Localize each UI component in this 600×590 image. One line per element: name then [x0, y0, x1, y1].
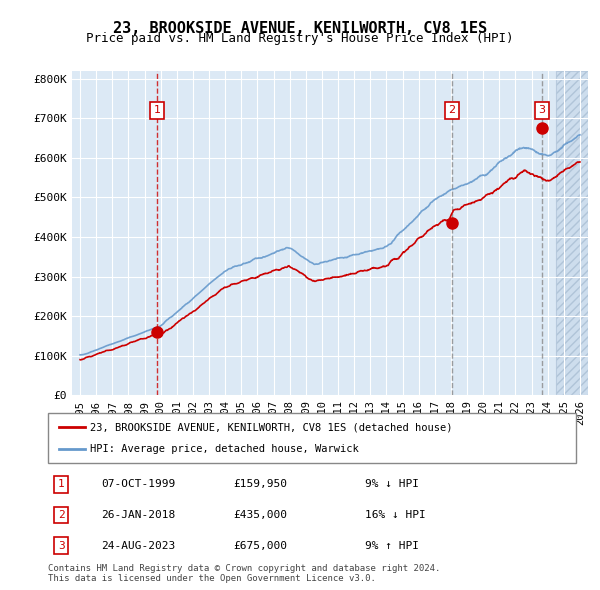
Text: 1: 1	[58, 480, 65, 489]
Text: 23, BROOKSIDE AVENUE, KENILWORTH, CV8 1ES (detached house): 23, BROOKSIDE AVENUE, KENILWORTH, CV8 1E…	[90, 422, 453, 432]
Bar	[556, 71, 596, 395]
Text: 9% ↑ HPI: 9% ↑ HPI	[365, 541, 419, 550]
Text: 2: 2	[58, 510, 65, 520]
Text: 24-AUG-2023: 24-AUG-2023	[101, 541, 175, 550]
Text: 23, BROOKSIDE AVENUE, KENILWORTH, CV8 1ES: 23, BROOKSIDE AVENUE, KENILWORTH, CV8 1E…	[113, 21, 487, 35]
Text: Price paid vs. HM Land Registry's House Price Index (HPI): Price paid vs. HM Land Registry's House …	[86, 32, 514, 45]
Bar	[556, 71, 596, 395]
Text: 26-JAN-2018: 26-JAN-2018	[101, 510, 175, 520]
Text: Contains HM Land Registry data © Crown copyright and database right 2024.
This d: Contains HM Land Registry data © Crown c…	[48, 564, 440, 584]
Text: HPI: Average price, detached house, Warwick: HPI: Average price, detached house, Warw…	[90, 444, 359, 454]
Text: £159,950: £159,950	[233, 480, 287, 489]
Text: 07-OCT-1999: 07-OCT-1999	[101, 480, 175, 489]
Text: 1: 1	[154, 106, 160, 116]
Text: £675,000: £675,000	[233, 541, 287, 550]
FancyBboxPatch shape	[48, 413, 576, 463]
Text: 3: 3	[58, 541, 65, 550]
Text: 16% ↓ HPI: 16% ↓ HPI	[365, 510, 425, 520]
Text: 3: 3	[539, 106, 545, 116]
Text: 2: 2	[449, 106, 455, 116]
Text: £435,000: £435,000	[233, 510, 287, 520]
Text: 9% ↓ HPI: 9% ↓ HPI	[365, 480, 419, 489]
